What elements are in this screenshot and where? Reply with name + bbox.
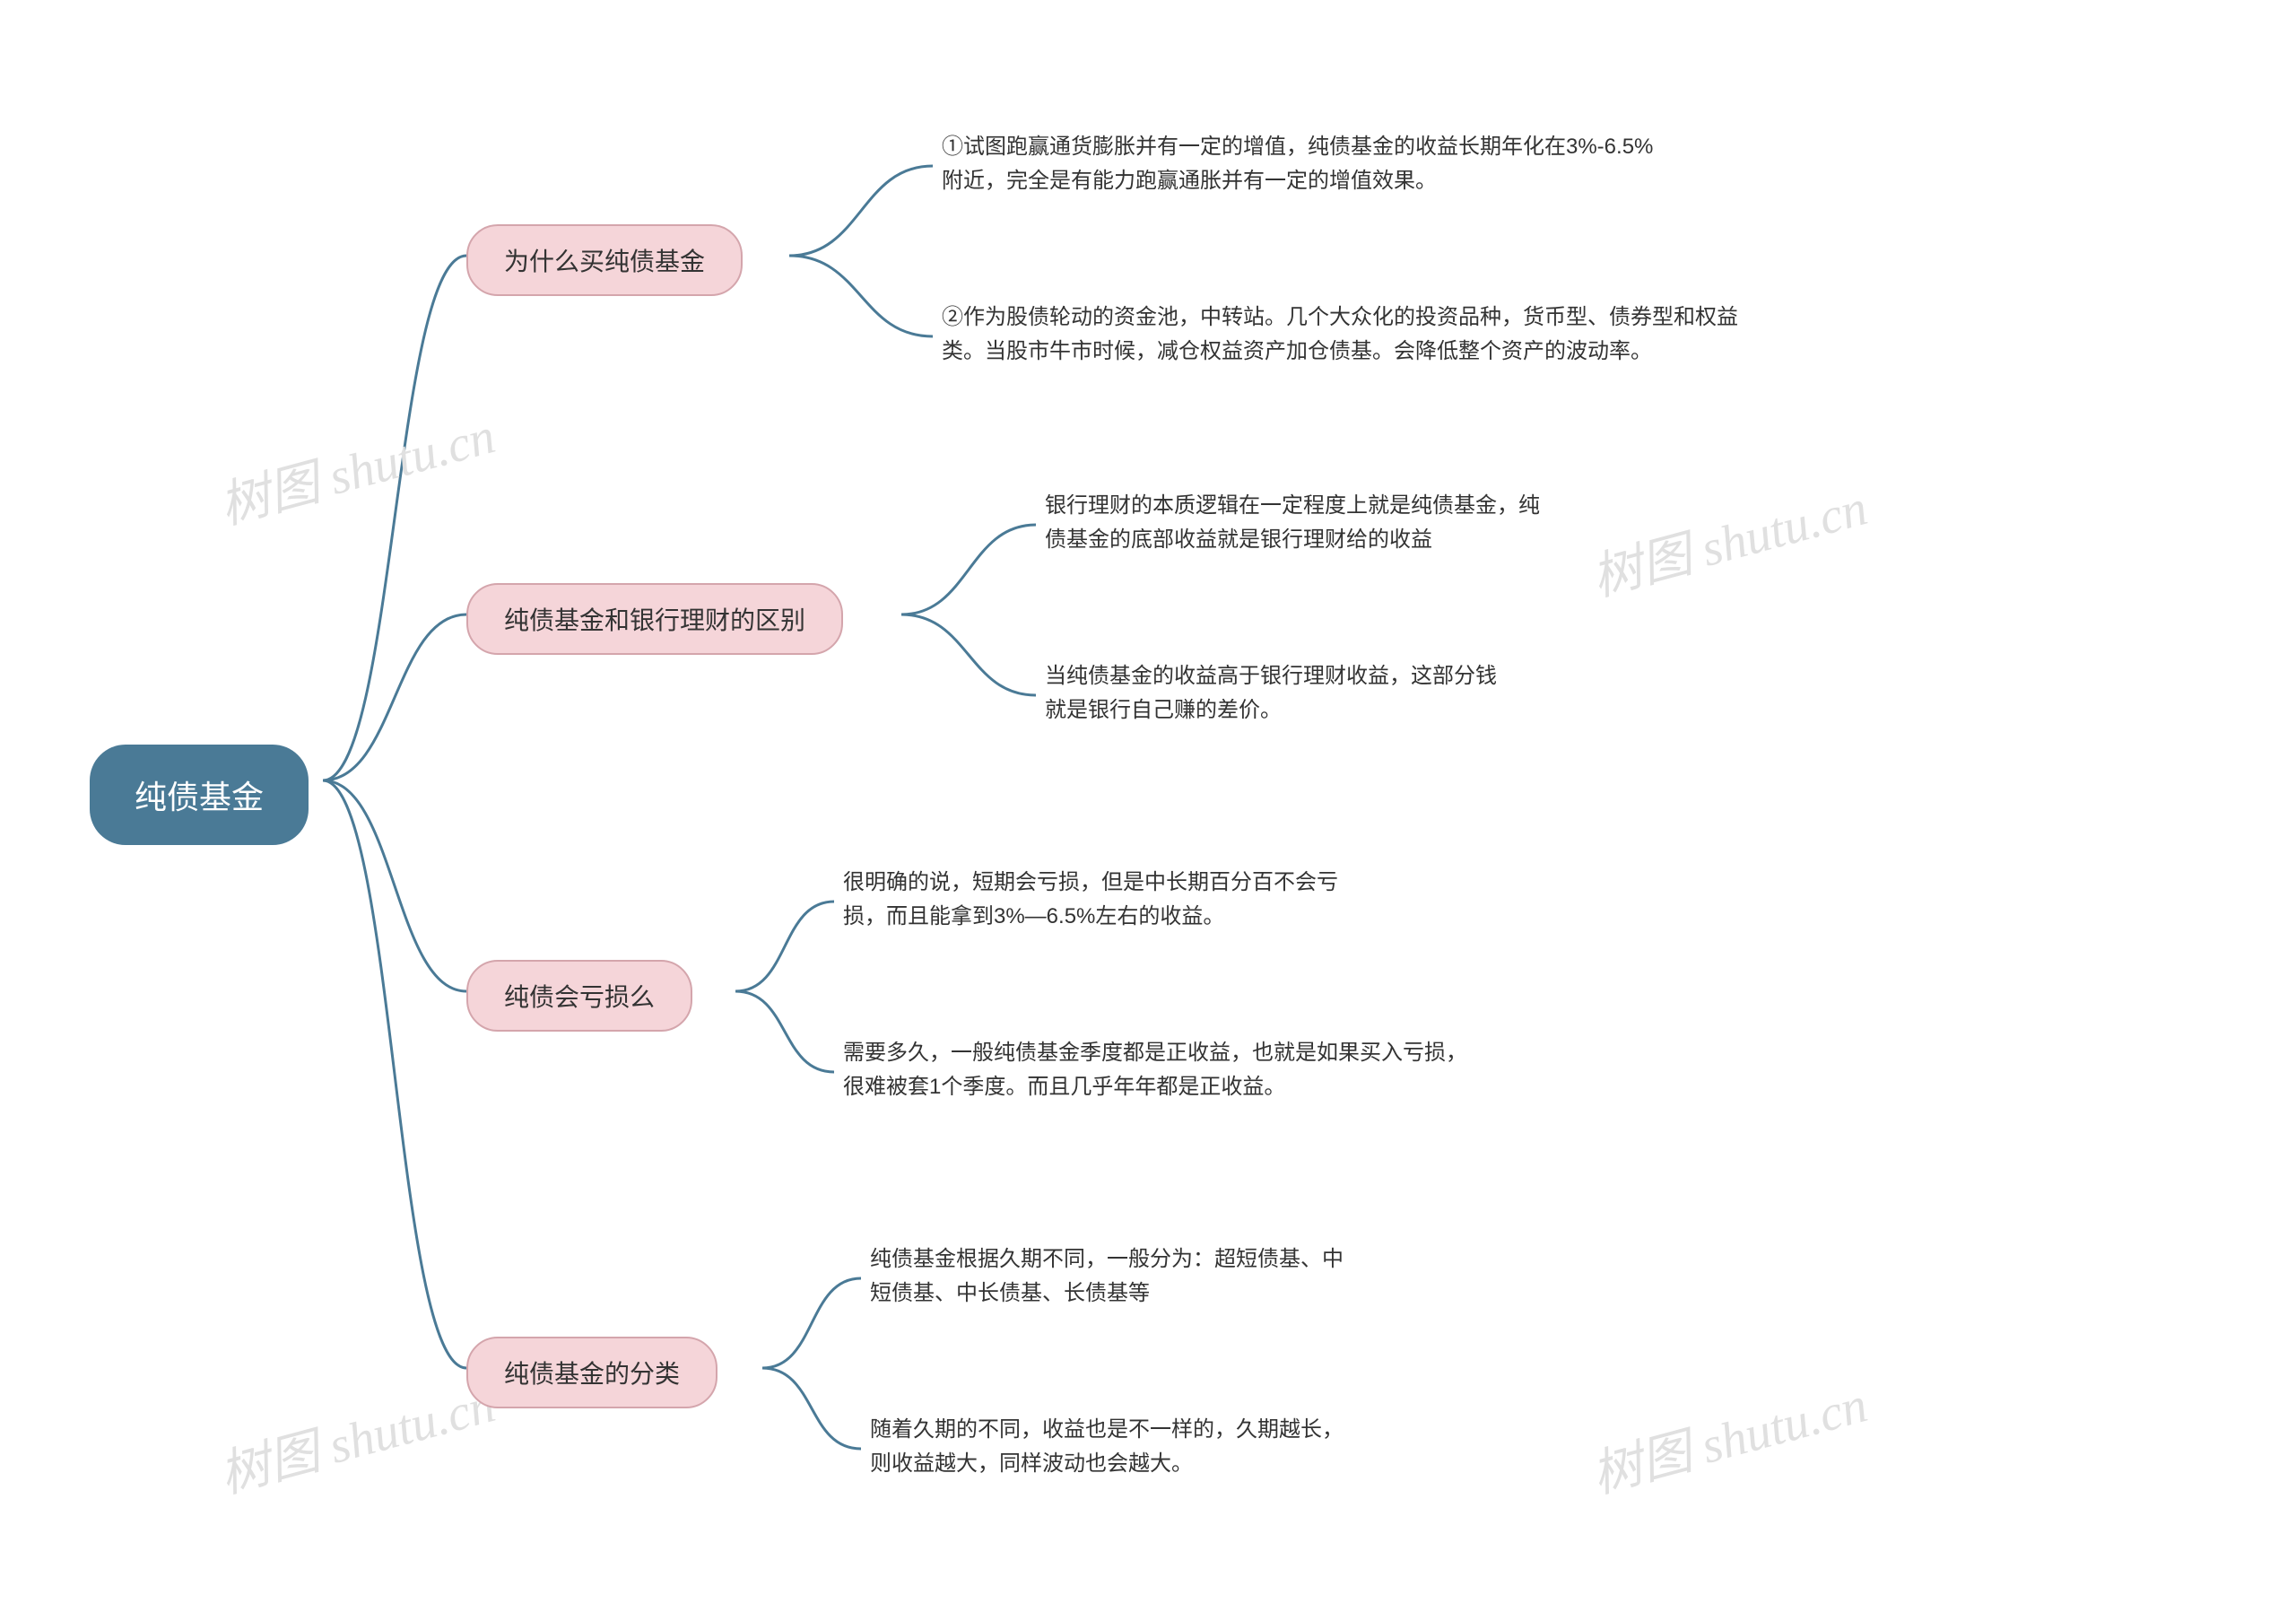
leaf-node: ②作为股债轮动的资金池，中转站。几个大众化的投资品种，货币型、债券型和权益类。当…	[942, 301, 1767, 370]
leaf-node: ①试图跑赢通货膨胀并有一定的增值，纯债基金的收益长期年化在3%-6.5%附近，完…	[942, 130, 1659, 199]
branch-loss[interactable]: 纯债会亏损么	[466, 960, 692, 1032]
mindmap-canvas: 树图 shutu.cn 树图 shutu.cn 树图 shutu.cn 树图 s…	[0, 0, 2296, 1621]
watermark: 树图 shutu.cn	[211, 1364, 501, 1508]
leaf-node: 当纯债基金的收益高于银行理财收益，这部分钱就是银行自己赚的差价。	[1045, 659, 1511, 728]
watermark: 树图 shutu.cn	[1583, 467, 1874, 611]
leaf-node: 随着久期的不同，收益也是不一样的，久期越长，则收益越大，同样波动也会越大。	[870, 1413, 1345, 1482]
leaf-node: 很明确的说，短期会亏损，但是中长期百分百不会亏损，而且能拿到3%—6.5%左右的…	[843, 866, 1345, 935]
connectors-svg	[0, 0, 2296, 1621]
branch-why-buy[interactable]: 为什么买纯债基金	[466, 224, 743, 296]
watermark: 树图 shutu.cn	[1583, 1364, 1874, 1508]
watermark: 树图 shutu.cn	[211, 396, 501, 539]
leaf-node: 银行理财的本质逻辑在一定程度上就是纯债基金，纯债基金的底部收益就是银行理财给的收…	[1045, 489, 1547, 558]
branch-vs-bank[interactable]: 纯债基金和银行理财的区别	[466, 583, 843, 655]
branch-classification[interactable]: 纯债基金的分类	[466, 1337, 718, 1408]
root-node[interactable]: 纯债基金	[90, 745, 309, 845]
leaf-node: 纯债基金根据久期不同，一般分为：超短债基、中短债基、中长债基、长债基等	[870, 1242, 1345, 1312]
leaf-node: 需要多久，一般纯债基金季度都是正收益，也就是如果买入亏损，很难被套1个季度。而且…	[843, 1036, 1471, 1105]
